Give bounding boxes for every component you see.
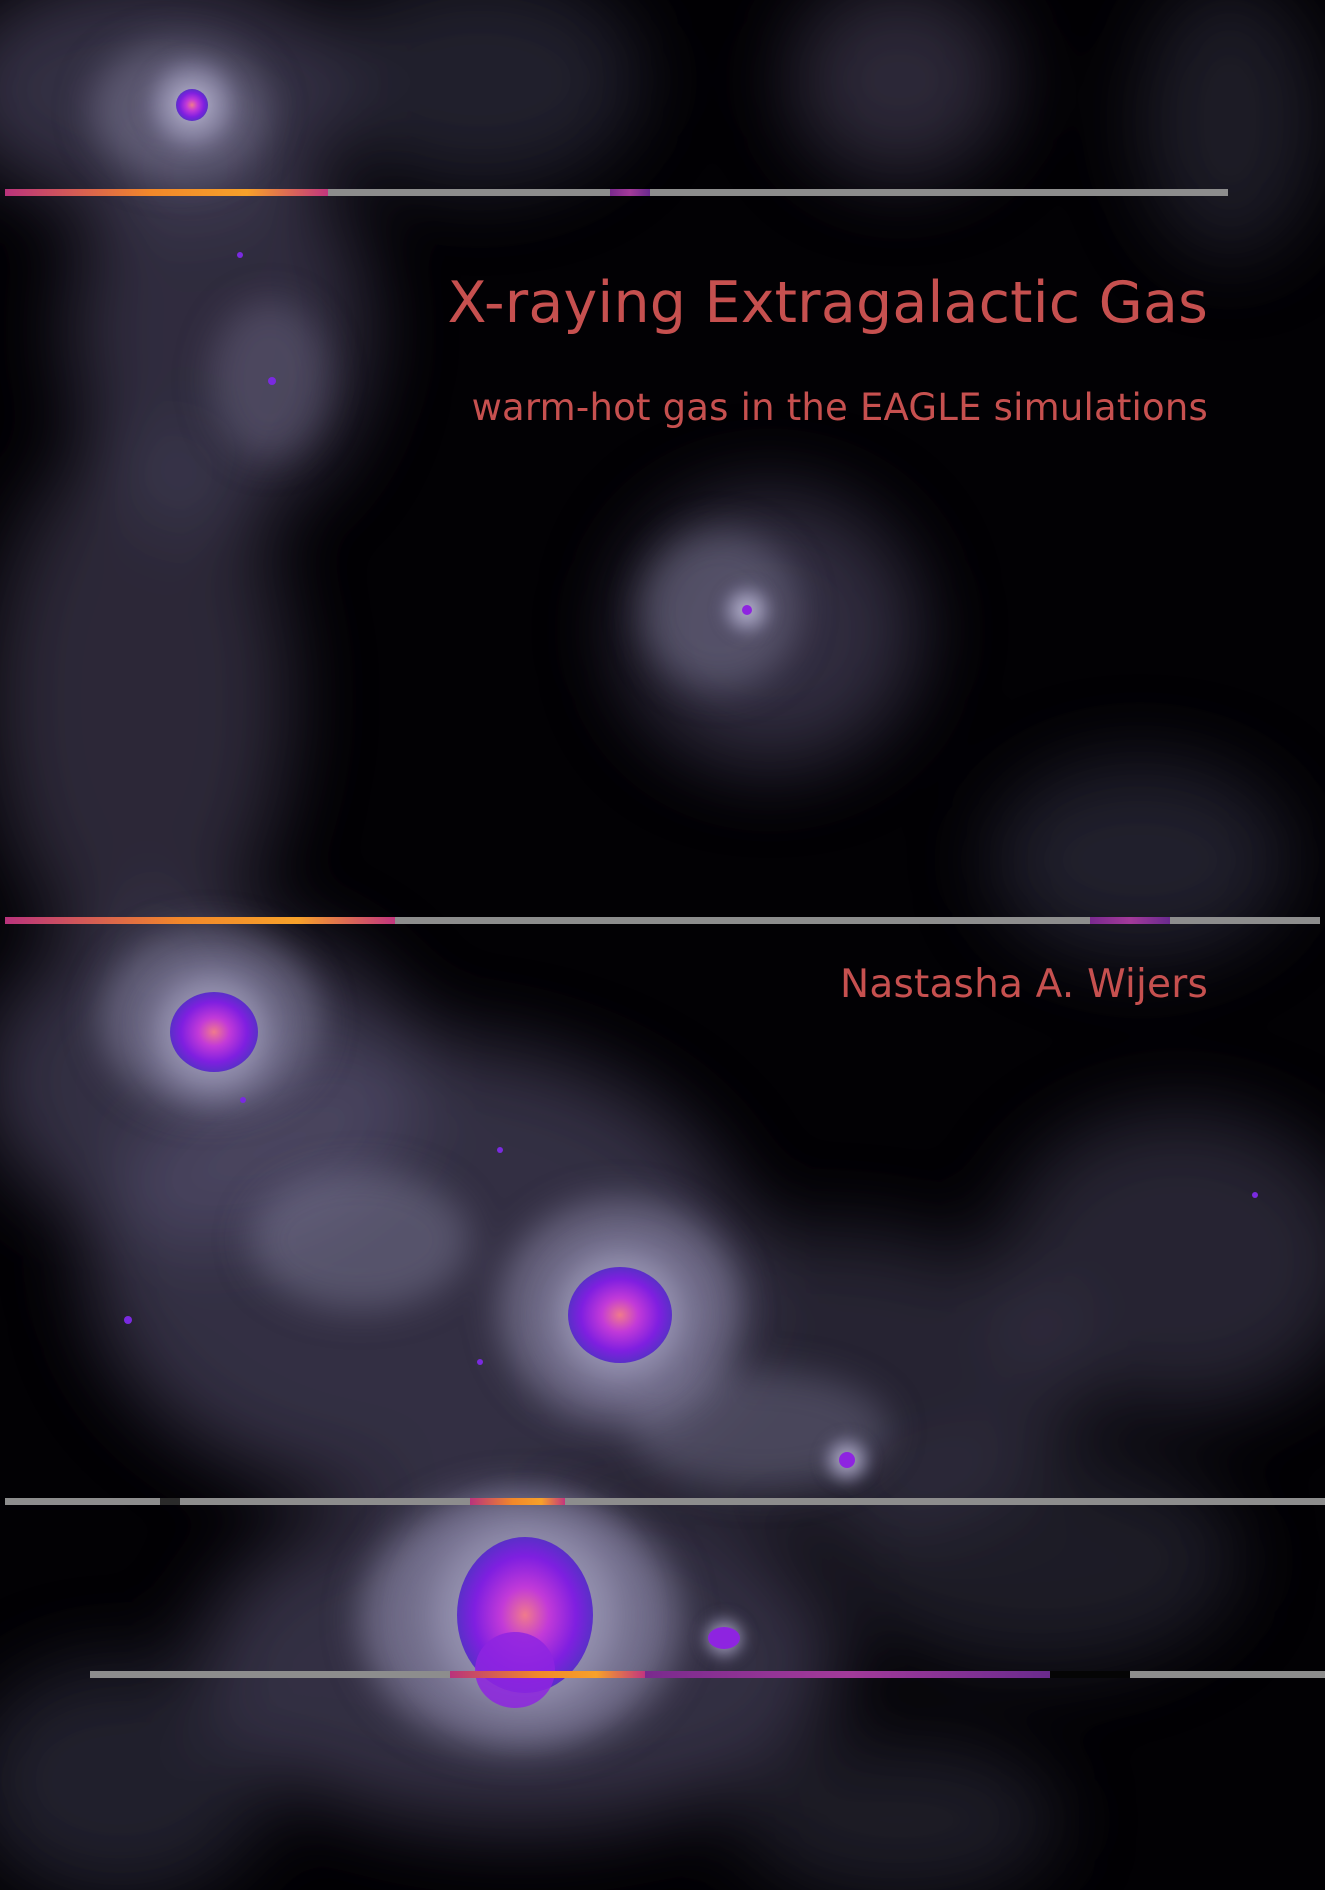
spectrum-stripe-1 [5,189,1228,196]
book-title: X-raying Extragalactic Gas [447,270,1208,336]
halo-center [525,1220,715,1410]
halo-top-left [137,50,247,160]
spectrum-stripe-4 [90,1671,1325,1678]
halo-upper-middle [717,580,777,640]
halo-small-right [819,1432,875,1488]
spectrum-stripe-3 [5,1498,1325,1505]
halo-bottom-large [385,1475,665,1755]
book-subtitle: warm-hot gas in the EAGLE simulations [471,386,1208,429]
halo-left [127,947,297,1117]
small-halo-dots [124,252,1258,1365]
spectrum-stripe-2 [5,917,1320,924]
halo-bottom-small [698,1612,750,1664]
author-name: Nastasha A. Wijers [839,962,1208,1007]
